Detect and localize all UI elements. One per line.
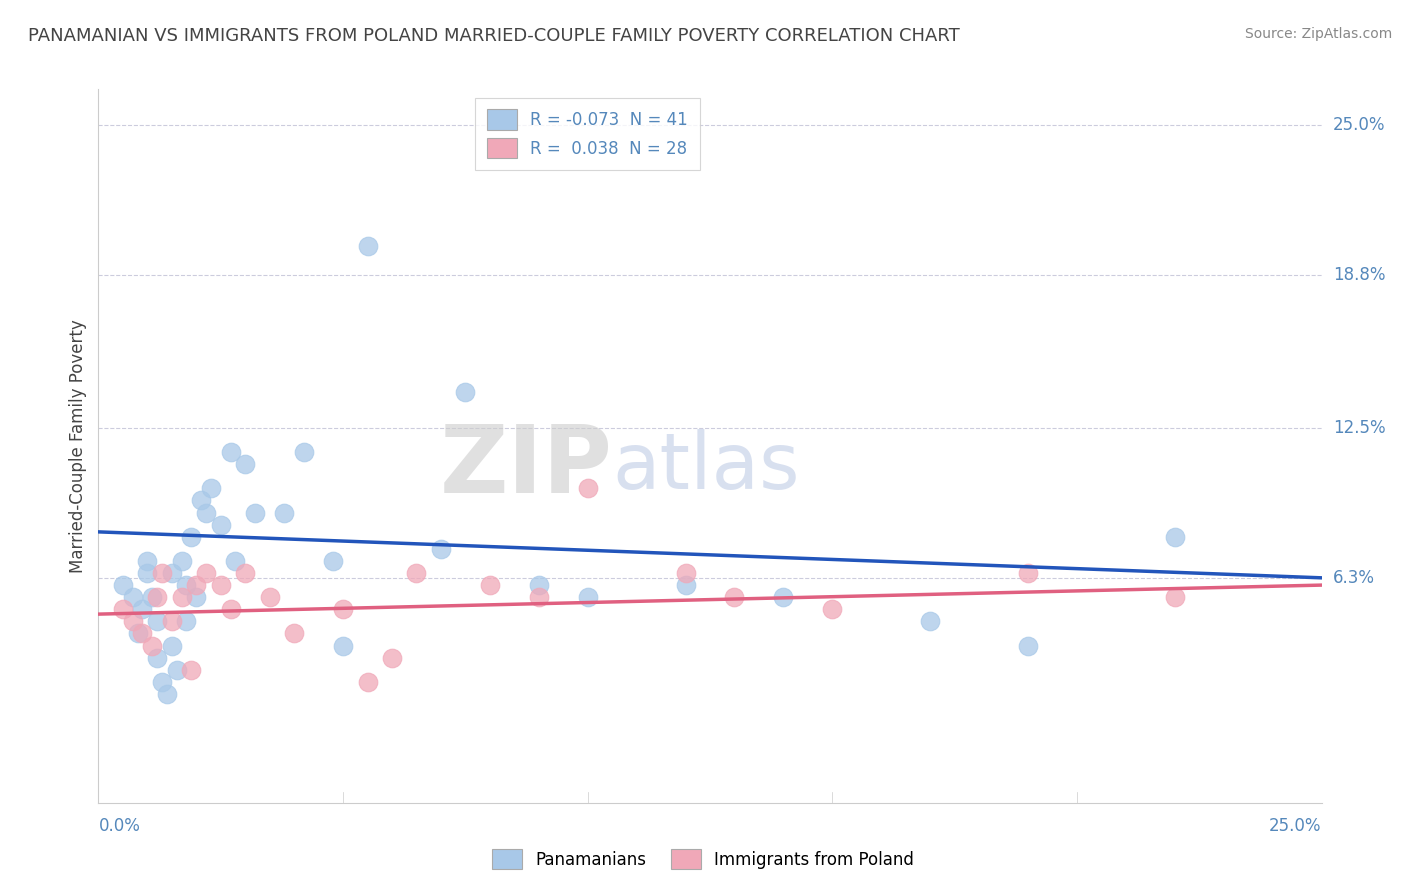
Point xyxy=(292,445,315,459)
Point xyxy=(332,639,354,653)
Point xyxy=(209,517,232,532)
Point xyxy=(576,481,599,495)
Point xyxy=(1164,590,1187,604)
Point xyxy=(920,615,942,629)
Point xyxy=(141,590,163,604)
Point xyxy=(146,590,169,604)
Y-axis label: Married-Couple Family Poverty: Married-Couple Family Poverty xyxy=(69,319,87,573)
Point xyxy=(136,554,159,568)
Point xyxy=(121,590,143,604)
Point xyxy=(1017,566,1039,580)
Point xyxy=(233,457,256,471)
Text: 25.0%: 25.0% xyxy=(1270,817,1322,835)
Point xyxy=(356,239,378,253)
Point xyxy=(356,674,378,689)
Text: 6.3%: 6.3% xyxy=(1333,569,1375,587)
Point xyxy=(156,687,179,701)
Point xyxy=(111,578,134,592)
Point xyxy=(160,639,183,653)
Point xyxy=(166,663,188,677)
Point xyxy=(283,626,305,640)
Point xyxy=(219,445,242,459)
Text: atlas: atlas xyxy=(612,429,800,506)
Point xyxy=(195,566,218,580)
Point xyxy=(821,602,844,616)
Point xyxy=(111,602,134,616)
Point xyxy=(209,578,232,592)
Point xyxy=(219,602,242,616)
Point xyxy=(233,566,256,580)
Point xyxy=(150,566,173,580)
Legend: R = -0.073  N = 41, R =  0.038  N = 28: R = -0.073 N = 41, R = 0.038 N = 28 xyxy=(475,97,700,169)
Point xyxy=(127,626,149,640)
Point xyxy=(186,578,208,592)
Point xyxy=(675,578,697,592)
Point xyxy=(723,590,745,604)
Text: 25.0%: 25.0% xyxy=(1333,117,1385,135)
Point xyxy=(381,650,404,665)
Point xyxy=(195,506,218,520)
Point xyxy=(322,554,344,568)
Point xyxy=(576,590,599,604)
Point xyxy=(430,541,453,556)
Text: ZIP: ZIP xyxy=(439,421,612,514)
Point xyxy=(332,602,354,616)
Point xyxy=(675,566,697,580)
Point xyxy=(1017,639,1039,653)
Point xyxy=(176,578,198,592)
Point xyxy=(160,615,183,629)
Point xyxy=(131,602,153,616)
Point xyxy=(405,566,427,580)
Point xyxy=(259,590,281,604)
Point xyxy=(180,663,202,677)
Legend: Panamanians, Immigrants from Poland: Panamanians, Immigrants from Poland xyxy=(482,838,924,880)
Text: 12.5%: 12.5% xyxy=(1333,419,1385,437)
Text: PANAMANIAN VS IMMIGRANTS FROM POLAND MARRIED-COUPLE FAMILY POVERTY CORRELATION C: PANAMANIAN VS IMMIGRANTS FROM POLAND MAR… xyxy=(28,27,960,45)
Point xyxy=(527,590,550,604)
Point xyxy=(224,554,246,568)
Point xyxy=(146,650,169,665)
Point xyxy=(131,626,153,640)
Point xyxy=(190,493,212,508)
Point xyxy=(121,615,143,629)
Text: 0.0%: 0.0% xyxy=(98,817,141,835)
Point xyxy=(180,530,202,544)
Point xyxy=(527,578,550,592)
Point xyxy=(478,578,501,592)
Point xyxy=(141,639,163,653)
Point xyxy=(170,554,193,568)
Point xyxy=(176,615,198,629)
Point xyxy=(160,566,183,580)
Point xyxy=(273,506,295,520)
Point xyxy=(454,384,477,399)
Point xyxy=(200,481,222,495)
Text: 18.8%: 18.8% xyxy=(1333,267,1385,285)
Point xyxy=(186,590,208,604)
Point xyxy=(150,674,173,689)
Point xyxy=(772,590,794,604)
Text: Source: ZipAtlas.com: Source: ZipAtlas.com xyxy=(1244,27,1392,41)
Point xyxy=(1164,530,1187,544)
Point xyxy=(243,506,266,520)
Point xyxy=(136,566,159,580)
Point xyxy=(170,590,193,604)
Point xyxy=(146,615,169,629)
